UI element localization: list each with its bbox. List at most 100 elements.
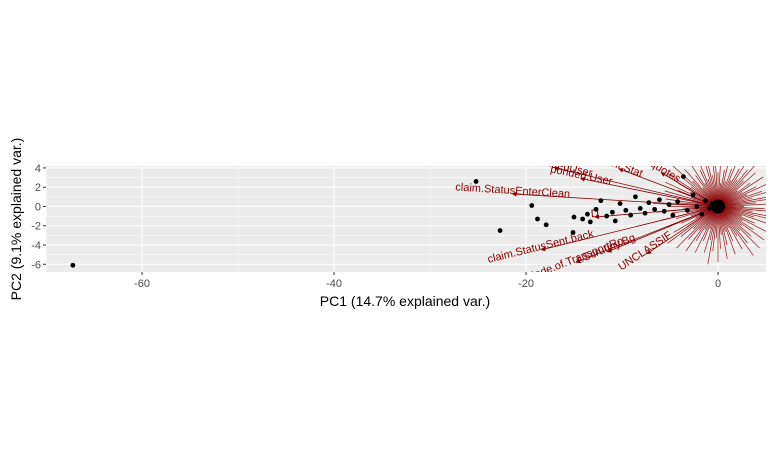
- loading-arrow: [717, 166, 736, 207]
- score-point: [703, 198, 708, 204]
- score-point: [719, 204, 725, 209]
- loading-arrow: [717, 206, 743, 250]
- score-point: [571, 214, 577, 220]
- score-point: [699, 211, 705, 217]
- y-tick-label: -4: [31, 240, 41, 252]
- loading-arrow: [717, 206, 765, 210]
- score-point: [610, 209, 615, 215]
- panel-background: [46, 166, 766, 272]
- loading-arrow: [717, 206, 721, 249]
- y-tick-label: -2: [31, 221, 41, 233]
- loading-arrow: [717, 184, 766, 207]
- loading-arrow: [717, 176, 764, 207]
- score-point: [694, 204, 700, 209]
- loading-arrow: [672, 166, 719, 207]
- loading-arrow: [717, 169, 748, 207]
- score-point: [593, 206, 599, 212]
- loading-arrow: [691, 166, 719, 207]
- loading-arrow: [717, 196, 766, 207]
- score-point: [690, 192, 696, 198]
- y-tick-label: -6: [31, 259, 41, 271]
- score-point: [633, 194, 638, 200]
- loading-arrow: [667, 173, 719, 207]
- loading-arrow: [703, 206, 719, 253]
- score-point: [709, 201, 715, 206]
- score-point: [681, 174, 686, 180]
- loading-arrow: [705, 166, 719, 207]
- score-point: [585, 211, 590, 217]
- score-point: [535, 216, 540, 222]
- loading-arrow: [653, 203, 719, 207]
- loading-arrow: [717, 206, 736, 255]
- loading-arrow: [717, 186, 757, 207]
- loading-arrow: [715, 166, 719, 207]
- score-point: [666, 202, 672, 207]
- score-point: [612, 218, 618, 224]
- loading-arrow: [680, 206, 719, 237]
- loading-arrow: [667, 206, 719, 244]
- score-points: [70, 174, 725, 268]
- score-point: [637, 206, 643, 211]
- loading-arrow: [717, 166, 745, 207]
- loading-arrow: [694, 206, 719, 253]
- grid-lines: [45, 166, 766, 272]
- score-point: [604, 213, 610, 219]
- score-point: [642, 210, 648, 216]
- loading-arrow: [717, 203, 766, 207]
- loading-arrow: [673, 206, 719, 233]
- loading-arrow: [717, 206, 766, 212]
- x-tick-label: -40: [326, 278, 342, 290]
- loading-arrow: [712, 166, 719, 207]
- loading-arrow: [717, 168, 740, 207]
- score-point: [598, 198, 604, 204]
- score-point: [529, 203, 535, 208]
- y-axis-title: PC2 (9.1% explained var.): [8, 138, 24, 301]
- score-point: [706, 206, 712, 211]
- loading-arrow: [717, 166, 755, 207]
- loading-arrow: [717, 166, 728, 207]
- score-point: [473, 179, 479, 184]
- score-point: [570, 230, 576, 235]
- loading-arrow: [712, 206, 719, 252]
- score-point: [587, 219, 593, 225]
- score-point: [675, 199, 681, 205]
- loading-arrows: [511, 166, 766, 265]
- loading-arrow: [700, 166, 719, 207]
- loading-arrow: [717, 206, 766, 217]
- y-tick-label: 2: [35, 182, 41, 194]
- loading-arrow: [717, 206, 765, 241]
- loading-arrow: [665, 198, 719, 207]
- score-point: [70, 262, 76, 268]
- loading-arrow: [684, 169, 719, 207]
- score-point: [652, 206, 658, 212]
- loading-arrow: [717, 206, 766, 219]
- loading-arrow: [708, 166, 719, 207]
- y-tick-label: 0: [35, 201, 41, 213]
- loading-arrow: [676, 206, 719, 249]
- loading-arrow: [717, 206, 748, 244]
- loading-arrow: [717, 206, 752, 237]
- loading-arrow: [717, 206, 766, 232]
- x-axis-title: PC1 (14.7% explained var.): [320, 293, 490, 309]
- score-point: [617, 201, 623, 206]
- x-axis-ticks: -60 -40 -20 0: [134, 272, 721, 290]
- loading-arrow: [717, 206, 754, 256]
- loading-arrow: [685, 206, 719, 252]
- score-point: [646, 200, 652, 206]
- score-point: [657, 197, 662, 203]
- score-point: [684, 207, 690, 213]
- loading-arrow: [717, 166, 721, 207]
- score-point: [628, 212, 634, 218]
- loading-arrow: [717, 192, 766, 207]
- score-point: [623, 207, 629, 213]
- score-point: [718, 200, 724, 206]
- y-axis-ticks: -6 -4 -2 0 2 4: [31, 163, 46, 271]
- loading-arrow: [717, 206, 754, 231]
- loading-arrow: [717, 190, 762, 207]
- x-tick-label: -60: [134, 278, 150, 290]
- x-tick-label: -20: [518, 278, 534, 290]
- score-point: [670, 212, 676, 218]
- loading-label: D: [590, 208, 599, 221]
- score-point: [543, 222, 549, 228]
